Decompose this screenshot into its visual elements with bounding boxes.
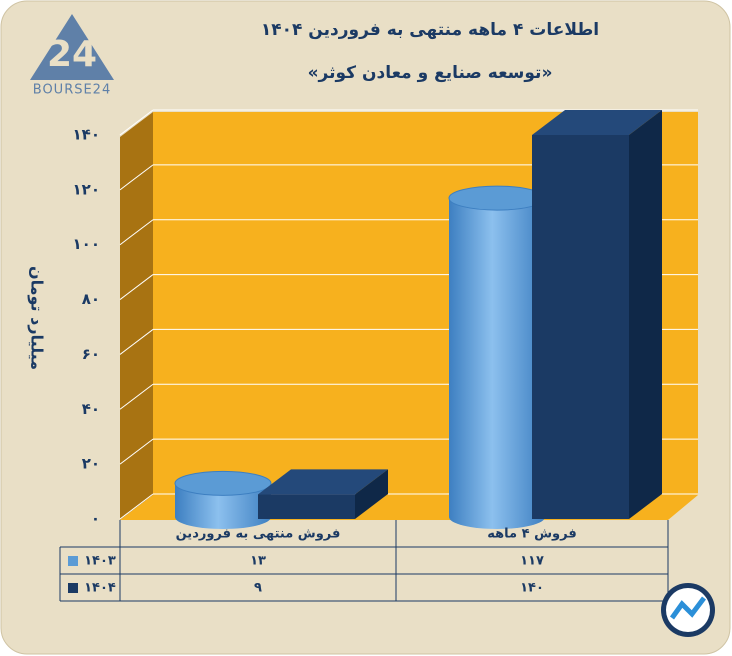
bar-body: [449, 198, 545, 530]
bar: [258, 469, 388, 519]
bar-top: [532, 110, 662, 135]
y-tick-label: ۰: [91, 510, 100, 528]
y-tick-label: ۱۲۰: [73, 180, 100, 198]
grid-line: [119, 438, 154, 465]
logo-text: BOURSE24: [33, 83, 111, 98]
data-label: ۱۱۷: [520, 554, 544, 569]
y-tick-label: ۶۰: [82, 345, 100, 363]
bar-body: [175, 483, 271, 529]
y-tick-label: ۱۴۰: [73, 126, 100, 144]
chart-title: اطلاعات ۴ ماهه منتهی به فروردین ۱۴۰۴: [261, 20, 599, 40]
legend-label: ۱۴۰۴: [84, 581, 116, 596]
data-label: ۱۳: [250, 554, 266, 569]
data-table: [59, 520, 669, 602]
legend-swatch: [68, 556, 78, 566]
legend-swatch: [68, 583, 78, 593]
y-tick-label: ۸۰: [82, 290, 100, 308]
x-tick-label: فروش منتهی به فروردین: [176, 527, 341, 542]
bar: [174, 470, 272, 529]
bar-front: [532, 135, 629, 519]
bar: [448, 185, 546, 530]
bar-top: [448, 185, 546, 211]
y-tick-label: ۱۰۰: [73, 235, 100, 253]
side-wall: [120, 112, 153, 520]
y-tick-label: ۴۰: [82, 400, 100, 418]
y-tick-label: ۲۰: [82, 455, 100, 473]
bar-top: [258, 469, 388, 495]
grid-line: [119, 274, 154, 300]
data-label: ۱۴۰: [520, 581, 544, 596]
bar-side: [355, 469, 388, 519]
grid-line: [119, 219, 154, 246]
grid-line: [119, 493, 154, 520]
bar-front: [258, 494, 355, 519]
logo: 24 BOURSE24: [30, 14, 114, 98]
y-axis-label: میلیارد تومان: [28, 266, 47, 370]
chart-subtitle: «توسعه صنایع و معادن کوثر»: [308, 63, 553, 83]
grid-line: [119, 164, 154, 191]
grid-line: [119, 329, 154, 355]
bar-top: [174, 470, 272, 496]
svg-text:24: 24: [47, 34, 97, 75]
bar-side: [629, 110, 662, 519]
grid-line: [119, 109, 154, 136]
data-label: ۹: [254, 581, 262, 596]
legend-label: ۱۴۰۳: [84, 554, 116, 569]
corner-icon: [661, 583, 715, 637]
x-tick-label: فروش ۴ ماهه: [487, 527, 576, 542]
bar: [532, 110, 662, 519]
grid-line: [119, 383, 154, 410]
